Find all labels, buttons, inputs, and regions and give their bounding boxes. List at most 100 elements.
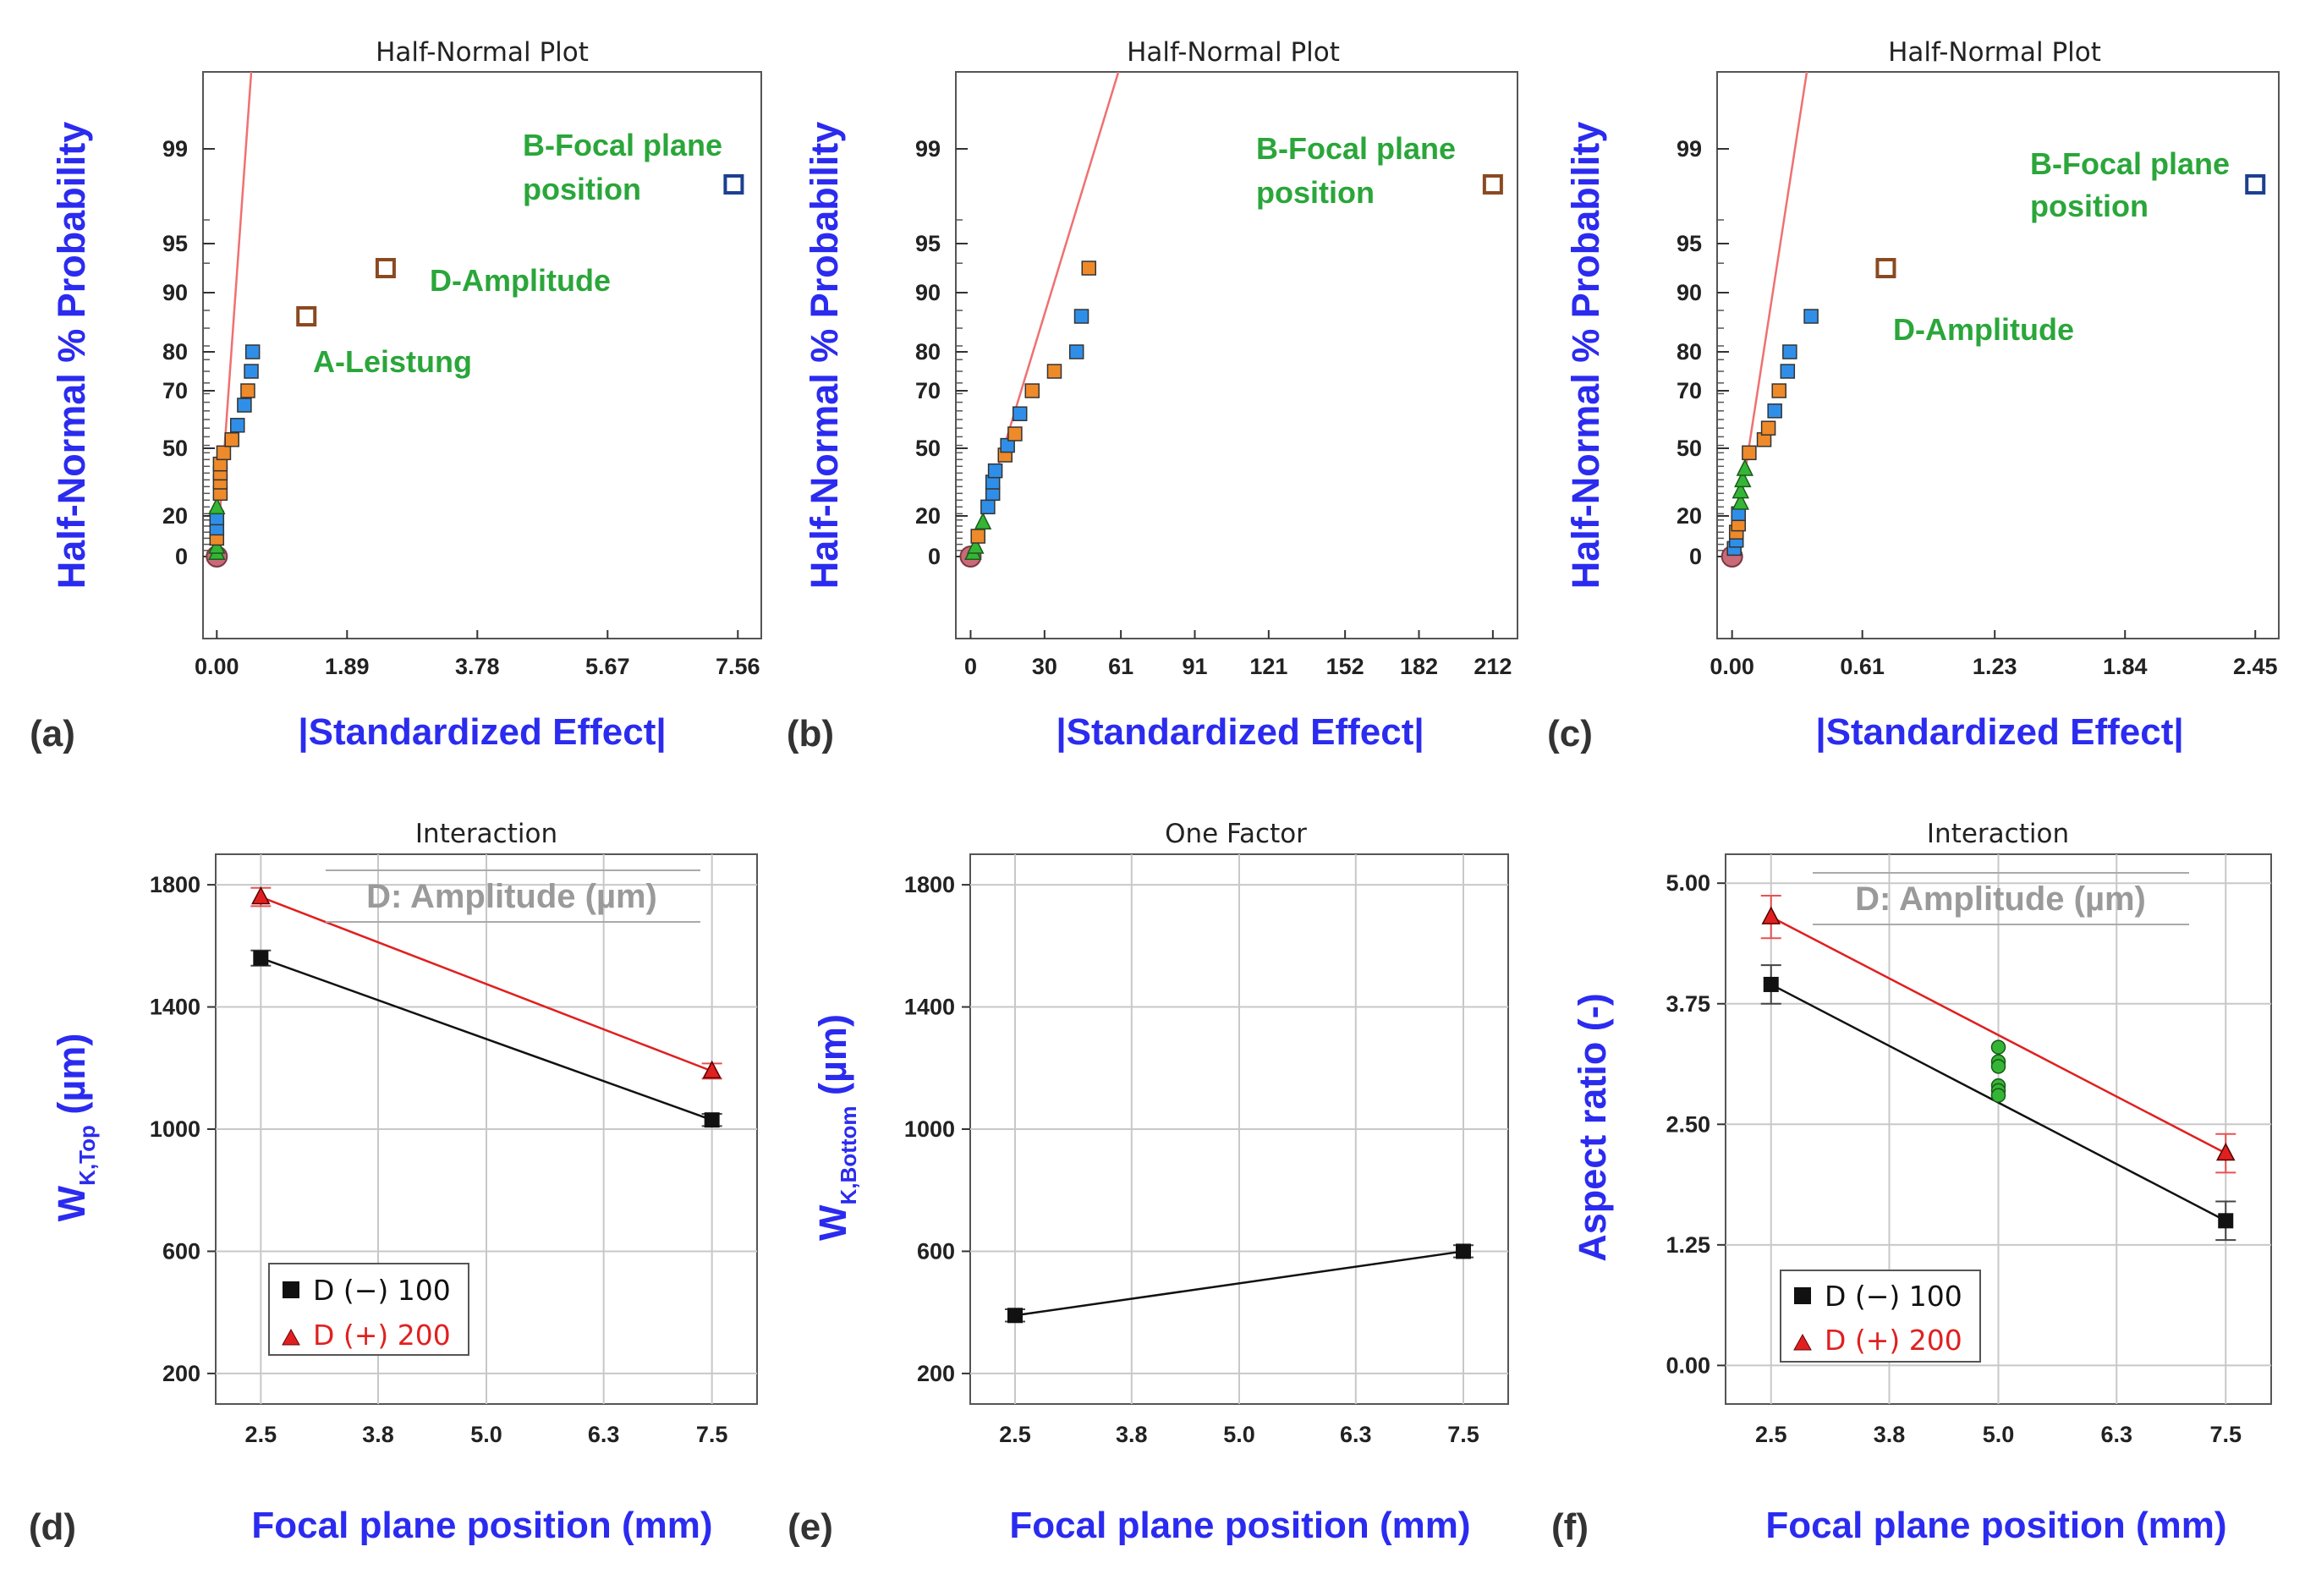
y-tick-label: 80 (915, 339, 941, 365)
y-tick-label: 20 (915, 503, 941, 529)
panel-d-letter: (d) (29, 1506, 76, 1548)
orange-square-point (224, 432, 239, 447)
y-tick-label: 80 (1677, 339, 1702, 365)
panel-c-title: Half-Normal Plot (1888, 37, 2101, 68)
legend-square-marker (1794, 1287, 1811, 1304)
x-tick-label: 91 (1182, 654, 1207, 679)
x-tick-label: 182 (1400, 654, 1438, 679)
panel-a-xlabel: |Standardized Effect| (298, 711, 666, 754)
y-tick-label: 95 (1677, 231, 1702, 256)
data-point-triangle (2216, 1142, 2236, 1161)
y-tick-label: 600 (162, 1238, 200, 1264)
orange-square-point (970, 529, 985, 544)
panel-d: Interaction 2.5 3.8 5.0 6.3 7.5 200 600 1000 140… (29, 819, 758, 1548)
panel-f-axes: 2.5 3.8 5.0 6.3 7.5 0.00 1.25 2.50 3.75 5.00 (1666, 854, 2271, 1447)
data-point-square (1456, 1243, 1471, 1259)
center-point (1990, 1059, 2006, 1074)
x-tick-label: 30 (1032, 654, 1057, 679)
panel-c-annotation-b: B-Focal plane (2030, 146, 2230, 181)
center-point (1990, 1088, 2006, 1103)
x-tick-label: 152 (1326, 654, 1364, 679)
data-point-square (704, 1112, 720, 1128)
y-tick-label: 99 (162, 136, 188, 162)
y-tick-label: 600 (917, 1238, 955, 1264)
y-tick-label: 0.00 (1666, 1352, 1710, 1378)
panel-c-annotation-d: D-Amplitude (1893, 312, 2074, 347)
panel-a-axes: 0 20 50 70 80 90 95 99 0.00 1.89 3.78 5.67 7.56 (162, 72, 760, 679)
x-tick-label: 5.67 (585, 654, 630, 679)
legend-low-label: D (−) 100 (313, 1274, 451, 1307)
blue-big-effect-point (2245, 174, 2266, 195)
blue-square-point (1073, 309, 1089, 324)
panel-c-letter: (c) (1547, 713, 1593, 754)
y-tick-label: 99 (1677, 136, 1702, 162)
panel-b: Half-Normal Plot 0 20 50 70 80 90 95 99 0 30 61 91 1… (787, 37, 1518, 754)
x-tick-label: 6.3 (588, 1422, 620, 1447)
blue-square-point (1780, 364, 1796, 379)
x-tick-label: 212 (1474, 654, 1512, 679)
y-tick-label: 80 (162, 339, 188, 365)
y-tick-label: 50 (915, 436, 941, 461)
series-line (260, 957, 713, 1122)
x-tick-label: 0.61 (1840, 654, 1885, 679)
green-triangle-point (1732, 492, 1749, 510)
panel-f-factor-label: D: Amplitude (µm) (1813, 872, 2189, 925)
panel-e-title: One Factor (1165, 819, 1307, 849)
y-tick-label: 70 (915, 378, 941, 403)
x-tick-label: 5.0 (1223, 1422, 1255, 1447)
panel-d-legend: D (−) 100 D (+) 200 (268, 1263, 469, 1356)
orange-big-effect-point (375, 258, 396, 278)
blue-square-point (1767, 403, 1782, 419)
data-point-square (1763, 976, 1779, 992)
legend-triangle-marker (282, 1328, 300, 1346)
panel-a-ylabel: Half-Normal % Probability (50, 122, 93, 590)
panel-a-letter: (a) (30, 713, 75, 754)
blue-square-point (980, 499, 996, 515)
x-tick-label: 121 (1249, 654, 1287, 679)
center-point (1990, 1039, 2006, 1055)
y-tick-label: 20 (162, 503, 188, 529)
orange-square-point (1024, 383, 1040, 398)
legend-high-label: D (+) 200 (313, 1319, 451, 1352)
x-tick-label: 1.89 (325, 654, 370, 679)
y-tick-label: 95 (915, 231, 941, 256)
y-tick-label: 50 (1677, 436, 1702, 461)
x-tick-label: 7.5 (696, 1422, 728, 1447)
orange-big-effect-point (296, 306, 317, 326)
orange-big-effect-point (1875, 258, 1896, 278)
data-point-triangle (251, 886, 271, 905)
orange-square-point (1007, 426, 1023, 442)
panel-c-axes: 0 20 50 70 80 90 95 99 0.00 0.61 1.23 1.84 2.45 (1677, 72, 2278, 679)
x-tick-label: 61 (1108, 654, 1133, 679)
panel-b-annotation-b-line2: position (1256, 175, 1375, 210)
panel-b-xlabel: |Standardized Effect| (1056, 711, 1424, 754)
x-tick-label: 3.8 (1116, 1422, 1148, 1447)
y-tick-label: 200 (162, 1361, 200, 1386)
x-tick-label: 2.5 (1755, 1422, 1787, 1447)
orange-square-point (240, 383, 255, 398)
x-tick-label: 5.0 (470, 1422, 502, 1447)
panel-f-legend: D (−) 100 D (+) 200 (1780, 1270, 1981, 1363)
panel-a-annotation-d: D-Amplitude (430, 263, 611, 298)
panel-f-ylabel: Aspect ratio (-) (1571, 993, 1614, 1262)
panel-c-ylabel: Half-Normal % Probability (1564, 122, 1607, 590)
panel-b-axes: 0 20 50 70 80 90 95 99 0 30 61 91 121 152 182 212 (915, 72, 1512, 679)
svg-text:D: Amplitude (µm): D: Amplitude (µm) (366, 878, 657, 915)
green-triangle-point (974, 512, 992, 529)
y-tick-label: 90 (1677, 280, 1702, 305)
legend-triangle-marker (1793, 1333, 1812, 1351)
blue-square-point (229, 418, 245, 433)
y-tick-label: 90 (162, 280, 188, 305)
orange-square-point (1760, 420, 1776, 436)
x-tick-label: 7.5 (1447, 1422, 1479, 1447)
x-tick-label: 7.5 (2209, 1422, 2242, 1447)
panel-a-title: Half-Normal Plot (376, 37, 589, 68)
blue-square-point (1803, 309, 1819, 324)
panel-d-title: Interaction (415, 819, 557, 849)
panel-e-letter: (e) (788, 1506, 833, 1548)
x-tick-label: 1.23 (1973, 654, 2017, 679)
x-tick-label: 2.45 (2233, 654, 2278, 679)
legend-low-label: D (−) 100 (1825, 1280, 1962, 1313)
panel-e-xlabel: Focal plane position (mm) (1009, 1505, 1470, 1546)
